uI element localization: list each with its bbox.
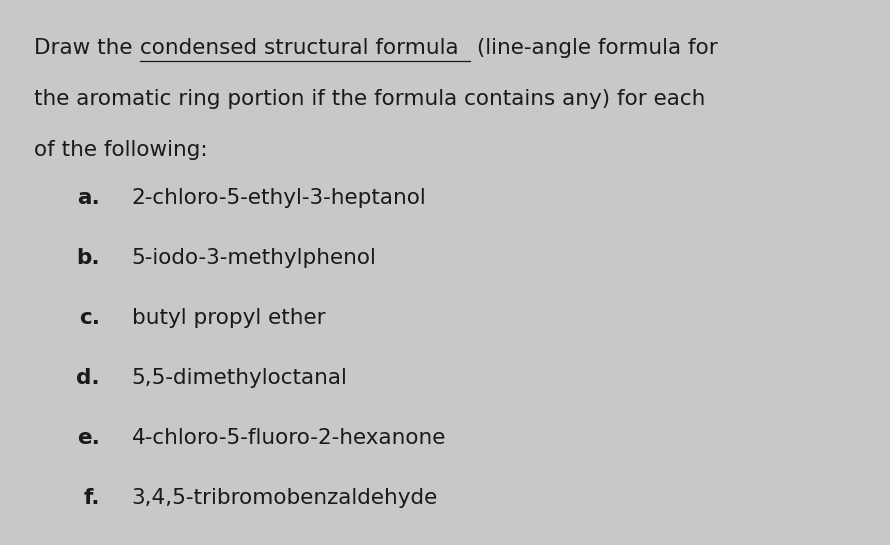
Text: 5-iodo-3-methylphenol: 5-iodo-3-methylphenol bbox=[132, 248, 376, 268]
Text: d.: d. bbox=[76, 368, 100, 388]
Text: of the following:: of the following: bbox=[34, 140, 207, 160]
Text: f.: f. bbox=[83, 488, 100, 508]
Text: b.: b. bbox=[76, 248, 100, 268]
Text: butyl propyl ether: butyl propyl ether bbox=[132, 308, 326, 328]
Text: e.: e. bbox=[77, 428, 100, 448]
Text: 5,5-dimethyloctanal: 5,5-dimethyloctanal bbox=[132, 368, 348, 388]
Text: 2-chloro-5-ethyl-3-heptanol: 2-chloro-5-ethyl-3-heptanol bbox=[132, 188, 426, 208]
Text: Draw the: Draw the bbox=[34, 38, 139, 58]
Text: c.: c. bbox=[78, 308, 100, 328]
Text: 4-chloro-5-fluoro-2-hexanone: 4-chloro-5-fluoro-2-hexanone bbox=[132, 428, 446, 448]
Text: (line-angle formula for: (line-angle formula for bbox=[470, 38, 718, 58]
Text: a.: a. bbox=[77, 188, 100, 208]
Text: condensed structural formula: condensed structural formula bbox=[140, 38, 458, 58]
Text: 3,4,5-tribromobenzaldehyde: 3,4,5-tribromobenzaldehyde bbox=[132, 488, 438, 508]
Text: the aromatic ring portion if the formula contains any) for each: the aromatic ring portion if the formula… bbox=[34, 89, 705, 109]
